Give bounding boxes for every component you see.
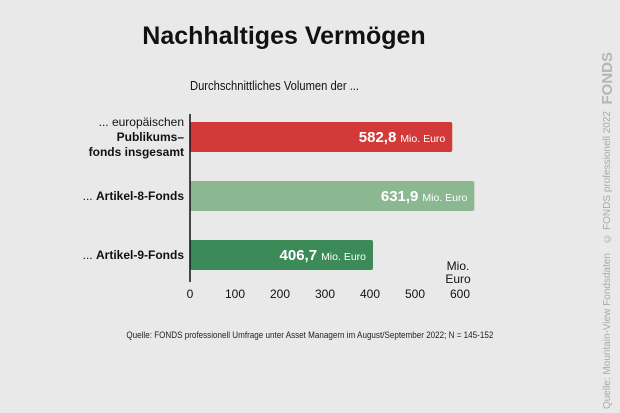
chart-subtitle: Durchschnittliches Volumen der ... xyxy=(190,78,360,93)
x-tick-label-0: 0 xyxy=(187,287,194,301)
x-tick-label-300: 300 xyxy=(315,287,335,301)
fonds-logo: FONDS xyxy=(599,52,616,105)
x-tick-label-400: 400 xyxy=(360,287,380,301)
category-label-1-line-1: ... europäischen xyxy=(99,115,184,129)
x-axis-unit-label: Mio. Euro xyxy=(445,259,471,286)
source-note: Quelle: FONDS professionell Umfrage unte… xyxy=(0,330,620,341)
bar-value-label-3: 406,7 Mio. Euro xyxy=(280,247,367,264)
bar-1 xyxy=(190,122,453,152)
x-tick-label-100: 100 xyxy=(225,287,245,301)
bar-3 xyxy=(190,240,374,270)
bar-value-label-2: 631,9 Mio. Euro xyxy=(381,188,468,205)
category-label-1-line-2: Publikums– xyxy=(117,130,185,144)
category-label-1-line-3: fonds insgesamt xyxy=(89,145,184,159)
category-label-3: ... Artikel-9-Fonds xyxy=(83,248,185,262)
chart-title: Nachhaltiges Vermögen xyxy=(142,22,426,50)
category-label-2: ... Artikel-8-Fonds xyxy=(83,189,185,203)
x-tick-label-200: 200 xyxy=(270,287,290,301)
source-text: Quelle: FONDS professionell Umfrage unte… xyxy=(126,330,494,341)
x-tick-label-500: 500 xyxy=(405,287,425,301)
data-source-text: Quelle: Mountain-View Fondsdaten xyxy=(602,253,613,410)
copyright-text: © FONDS professionell 2022 xyxy=(602,110,613,244)
x-tick-label-600: 600 xyxy=(450,287,470,301)
bar-value-label-1: 582,8 Mio. Euro xyxy=(359,129,446,146)
bar-2 xyxy=(190,181,475,211)
sidebar-credits: FONDS © FONDS professionell 2022 Quelle:… xyxy=(599,52,616,409)
